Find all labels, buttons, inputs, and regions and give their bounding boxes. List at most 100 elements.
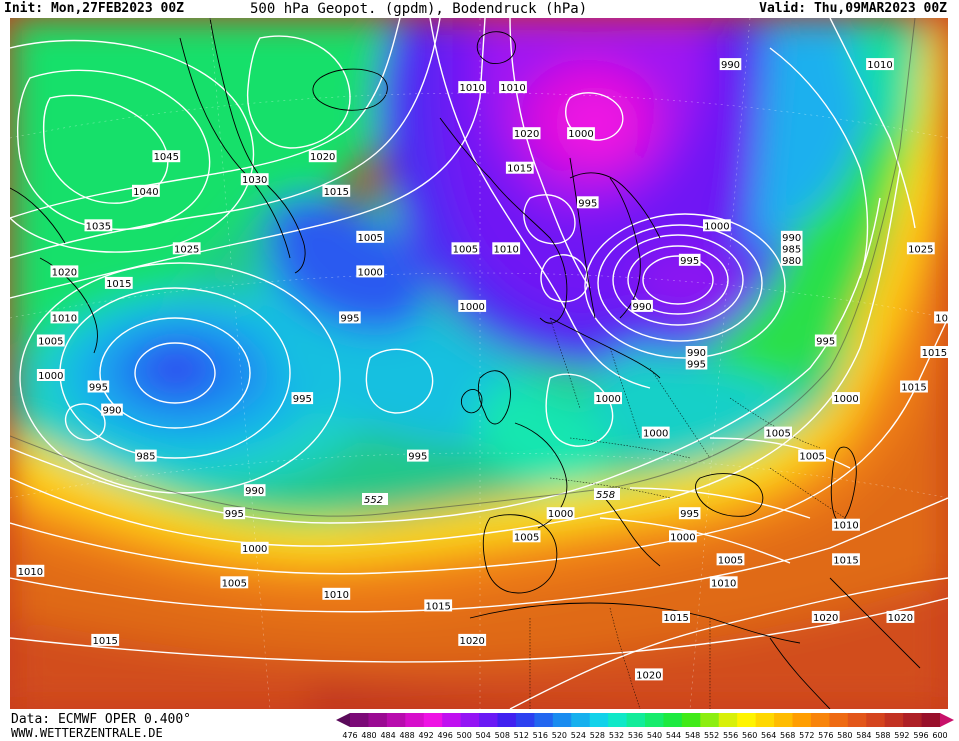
- pressure-label: 1015: [425, 601, 450, 612]
- legend-swatch: [663, 713, 683, 727]
- legend-swatch: [589, 713, 609, 727]
- legend-swatch: [810, 713, 830, 727]
- map-area: 1010 1010 990 1010 1045 1040 1030 1020 1020 1000 1…: [10, 18, 948, 709]
- legend-swatch: [792, 713, 812, 727]
- legend-swatch: [386, 713, 406, 727]
- pressure-label-box: [492, 242, 521, 255]
- pressure-label-box: [811, 610, 840, 623]
- pressure-label: 1015: [507, 164, 532, 175]
- pressure-label-box: [36, 334, 65, 347]
- legend-tick-label: 484: [380, 731, 395, 740]
- pressure-label: 995: [680, 256, 699, 267]
- website: WWW.WETTERZENTRALE.DE: [11, 726, 163, 740]
- legend-tick-label: 580: [837, 731, 852, 740]
- pressure-label: 995: [816, 337, 835, 348]
- legend-tick-label: 576: [818, 731, 833, 740]
- geopotential-label-558: 558: [596, 490, 615, 501]
- pressure-label: 995: [408, 452, 427, 463]
- pressure-label-box: [635, 668, 663, 681]
- pressure-label-box: [631, 299, 653, 312]
- pressure-label-box: [678, 253, 701, 266]
- pressure-label: 1015: [833, 555, 858, 566]
- legend-tick-labels: 476 480 484 488 492 496 500 504 508 512 516 520 524 5…: [342, 731, 947, 740]
- legend-arrow-right: [940, 713, 954, 727]
- pressure-label: 1040: [133, 187, 158, 198]
- pressure-label: 1020: [813, 613, 838, 624]
- legend-tick-label: 480: [361, 731, 376, 740]
- pressure-label-box: [669, 530, 697, 543]
- pressure-label-box: [505, 161, 534, 174]
- pressure-label-box: [577, 196, 599, 209]
- pressure-label: 990: [245, 486, 264, 497]
- pressure-label-box: [719, 58, 742, 71]
- legend-tick-label: 544: [666, 731, 681, 740]
- pressure-label: 995: [340, 313, 359, 324]
- pressure-label: 1005: [38, 337, 63, 348]
- pressure-label-box: [91, 633, 120, 646]
- pressure-label-box: [886, 610, 915, 623]
- pressure-label-box: [920, 346, 948, 358]
- pressure-label-box: [685, 357, 708, 370]
- pressure-label-box: [832, 518, 860, 531]
- pressure-label: 1000: [704, 221, 729, 232]
- pressure-label: 1020: [636, 670, 661, 681]
- graticule: [10, 18, 948, 709]
- pressure-label: 1005: [357, 233, 382, 244]
- pressure-label-box: [567, 127, 595, 140]
- pressure-label: 1045: [154, 152, 179, 163]
- legend-tick-label: 516: [533, 731, 548, 740]
- pressure-label-box: [87, 380, 110, 393]
- legend-swatch: [368, 713, 388, 727]
- pressure-label: 995: [687, 360, 706, 371]
- pressure-label: 1030: [242, 175, 267, 186]
- pressure-label: 1000: [568, 129, 593, 140]
- pressure-label-box: [84, 219, 113, 232]
- legend-swatch: [350, 713, 369, 727]
- pressure-label: 1000: [595, 394, 620, 405]
- legend-tick-label: 508: [495, 731, 510, 740]
- legend-tick-label: 488: [399, 731, 414, 740]
- pressure-label-box: [322, 587, 351, 600]
- legend-swatch: [497, 713, 517, 727]
- legend-swatch: [700, 713, 720, 727]
- pressure-label-box: [407, 449, 429, 462]
- legend-swatch: [608, 713, 627, 727]
- pressure-label-box: [512, 127, 541, 140]
- pressure-label: 1010: [500, 83, 525, 94]
- legend-swatch: [774, 713, 793, 727]
- color-legend: 476 480 484 488 492 496 500 504 508 512 516 520 524 5…: [336, 713, 954, 740]
- pressure-label: 1020: [459, 636, 484, 647]
- pressure-label-box: [499, 81, 527, 94]
- pressure-label-box: [135, 449, 157, 462]
- pressure-label-box: [866, 58, 894, 71]
- pressure-label-box: [703, 219, 731, 232]
- legend-tick-label: 564: [761, 731, 776, 740]
- valid-time: Valid: Thu,09MAR2023 00Z: [759, 1, 947, 16]
- pressure-label: 1010: [867, 60, 892, 71]
- pressure-label-box: [832, 392, 860, 405]
- pressure-label-box: [458, 633, 487, 646]
- legend-tick-label: 492: [418, 731, 433, 740]
- legend-swatch: [829, 713, 849, 727]
- pressure-label-box: [685, 346, 708, 358]
- pressure-label-box: [906, 242, 935, 255]
- pressure-label-box: [132, 184, 160, 197]
- pressure-label-box: [458, 81, 487, 94]
- map-canvas: 1010 1010 990 1010 1045 1040 1030 1020 1020 1000 1…: [10, 18, 948, 709]
- legend-tick-label: 588: [875, 731, 890, 740]
- pressure-label-box: [50, 311, 79, 324]
- pressure-label: 1000: [833, 394, 858, 405]
- legend-swatch: [479, 713, 498, 727]
- legend-swatch: [718, 713, 738, 727]
- pressure-label: 990: [633, 302, 652, 313]
- legend-arrow-left: [336, 713, 350, 727]
- pressure-label: 1015: [92, 636, 117, 647]
- pressure-label: 1005: [799, 452, 824, 463]
- pressure-label-box: [101, 403, 123, 416]
- legend-swatch: [552, 713, 572, 727]
- pressure-label: 1010: [52, 313, 77, 324]
- legend-tick-label: 568: [780, 731, 795, 740]
- pressure-label-box: [240, 173, 269, 186]
- legend-tick-label: 504: [476, 731, 491, 740]
